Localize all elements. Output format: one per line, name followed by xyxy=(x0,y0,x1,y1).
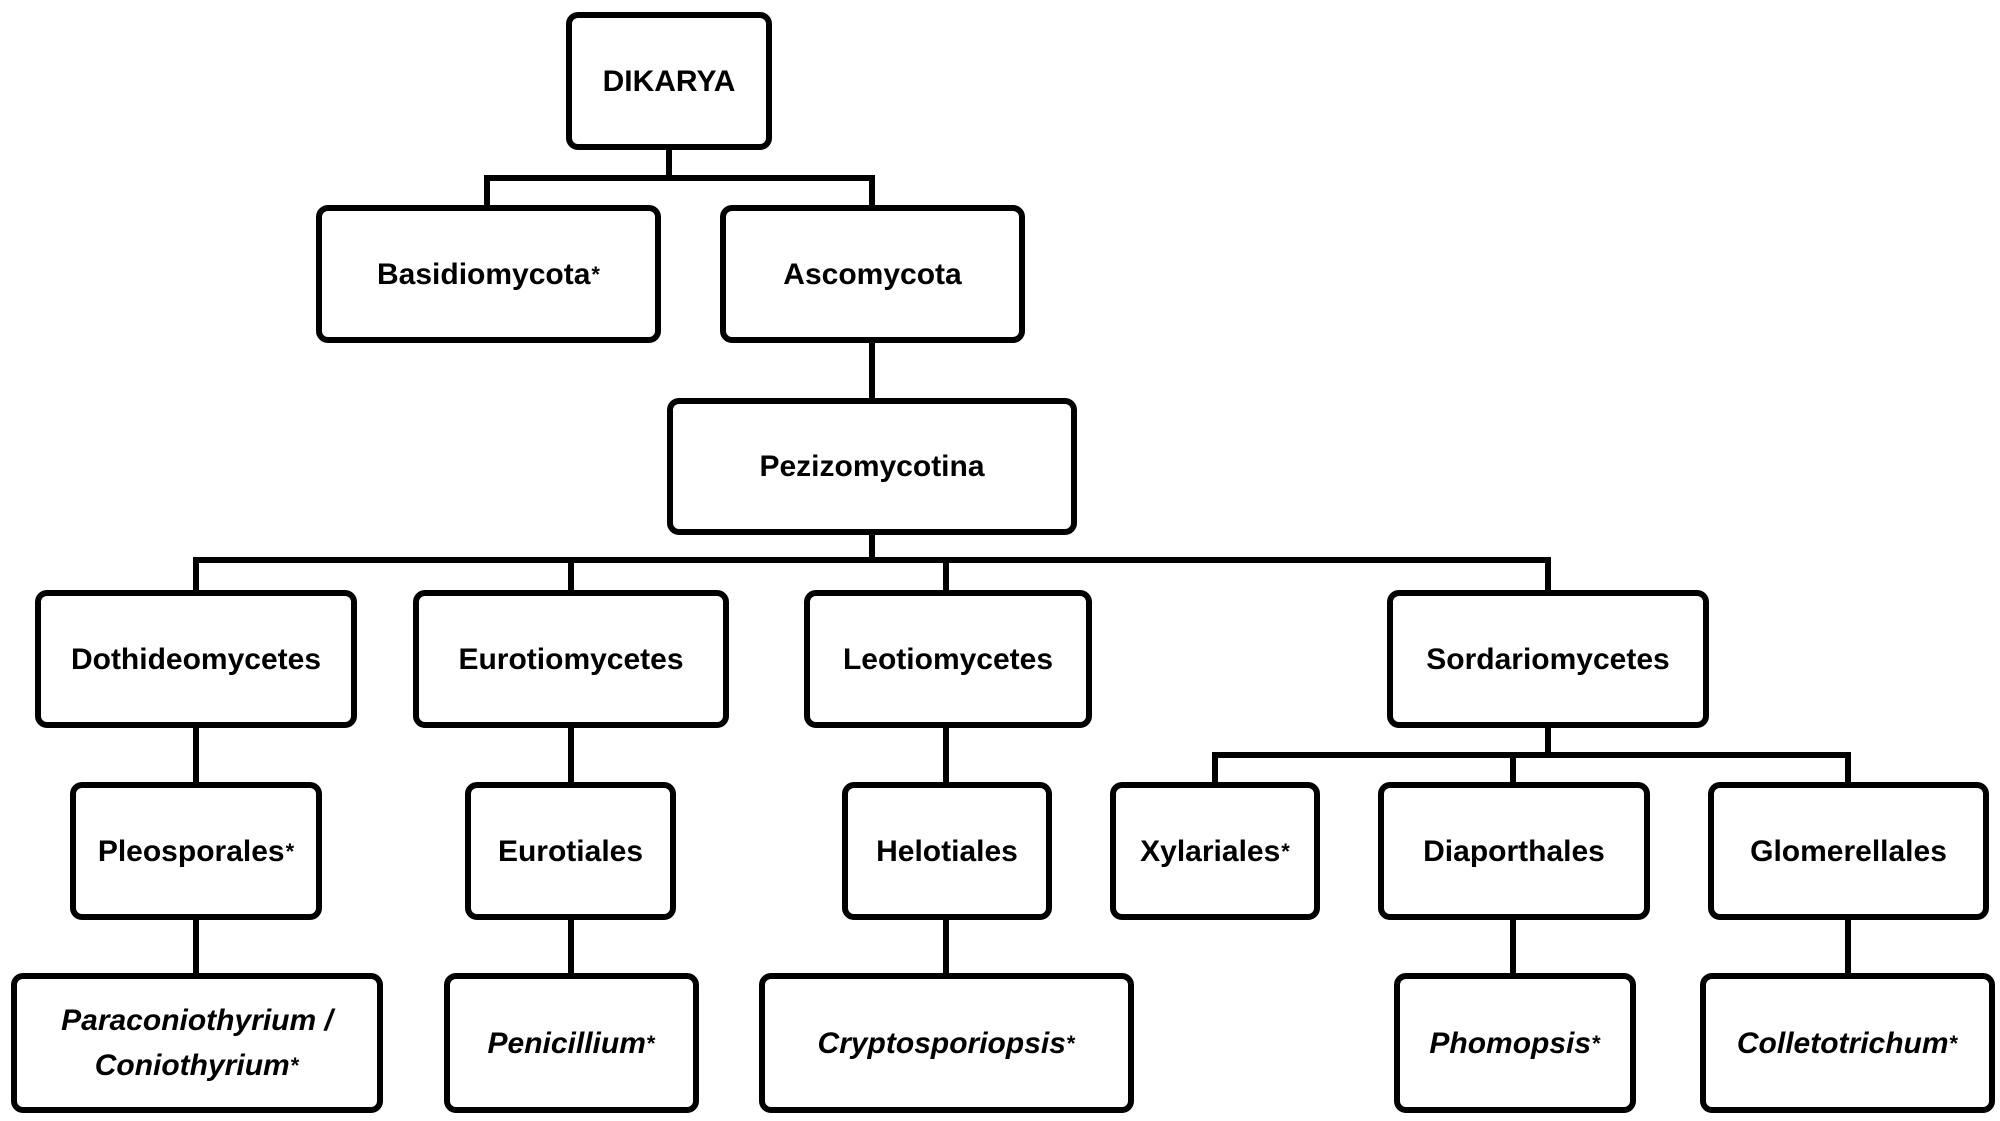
node-diaporthales-label: Diaporthales xyxy=(1423,834,1605,868)
node-eurotiomycetes-label: Eurotiomycetes xyxy=(458,642,684,676)
connector-phyla-bar xyxy=(484,175,875,208)
node-sordariomycetes: Sordariomycetes xyxy=(1387,590,1709,728)
connector-orders-bar xyxy=(1212,752,1851,785)
node-colletotrichum: Colletotrichum* xyxy=(1700,973,1995,1113)
node-eurotiomycetes: Eurotiomycetes xyxy=(413,590,729,728)
node-phomopsis: Phomopsis* xyxy=(1394,973,1636,1113)
node-sordariomycetes-label: Sordariomycetes xyxy=(1426,642,1670,676)
node-leotiomycetes: Leotiomycetes xyxy=(804,590,1092,728)
asterisk-marker: * xyxy=(1949,1030,1959,1056)
node-paraconiothyrium-line2: Coniothyrium xyxy=(94,1049,290,1082)
node-helotiales: Helotiales xyxy=(842,782,1052,920)
asterisk-marker: * xyxy=(1592,1030,1601,1056)
node-ascomycota: Ascomycota xyxy=(720,205,1025,343)
node-basidiomycota: Basidiomycota* xyxy=(316,205,661,343)
node-glomerellales-label: Glomerellales xyxy=(1750,834,1947,868)
node-pleosporales: Pleosporales* xyxy=(70,782,322,920)
asterisk-marker: * xyxy=(591,261,600,287)
asterisk-marker: * xyxy=(646,1030,656,1056)
node-dikarya: DIKARYA xyxy=(566,12,772,150)
connector-classes-bar xyxy=(193,557,1551,593)
node-xylariales-label: Xylariales xyxy=(1140,834,1281,868)
node-helotiales-label: Helotiales xyxy=(876,834,1018,868)
node-pleosporales-label: Pleosporales xyxy=(97,834,285,868)
node-dikarya-label: DIKARYA xyxy=(602,64,736,98)
node-penicillium-label: Penicillium xyxy=(487,1026,646,1060)
node-diaporthales: Diaporthales xyxy=(1378,782,1650,920)
asterisk-marker: * xyxy=(1066,1030,1076,1056)
asterisk-marker: * xyxy=(290,1053,300,1078)
node-dothideomycetes-label: Dothideomycetes xyxy=(70,642,322,676)
node-pezizomycotina: Pezizomycotina xyxy=(667,398,1077,535)
node-dothideomycetes: Dothideomycetes xyxy=(35,590,357,728)
node-penicillium: Penicillium* xyxy=(444,973,699,1113)
node-ascomycota-label: Ascomycota xyxy=(783,257,962,291)
node-eurotiales: Eurotiales xyxy=(465,782,676,920)
node-paraconiothyrium-line1: Paraconiothyrium / xyxy=(61,1004,333,1037)
asterisk-marker: * xyxy=(1281,838,1290,864)
node-phomopsis-label: Phomopsis xyxy=(1429,1026,1592,1060)
node-colletotrichum-label: Colletotrichum xyxy=(1736,1026,1949,1060)
node-glomerellales: Glomerellales xyxy=(1708,782,1989,920)
node-cryptosporiopsis-label: Cryptosporiopsis xyxy=(817,1026,1066,1060)
node-paraconiothyrium: Paraconiothyrium / Coniothyrium* xyxy=(11,973,383,1113)
node-cryptosporiopsis: Cryptosporiopsis* xyxy=(759,973,1134,1113)
asterisk-marker: * xyxy=(285,838,295,864)
node-xylariales: Xylariales* xyxy=(1110,782,1320,920)
node-eurotiales-label: Eurotiales xyxy=(497,834,644,868)
node-basidiomycota-label: Basidiomycota xyxy=(377,257,591,291)
node-leotiomycetes-label: Leotiomycetes xyxy=(842,642,1054,676)
node-pezizomycotina-label: Pezizomycotina xyxy=(759,450,985,483)
